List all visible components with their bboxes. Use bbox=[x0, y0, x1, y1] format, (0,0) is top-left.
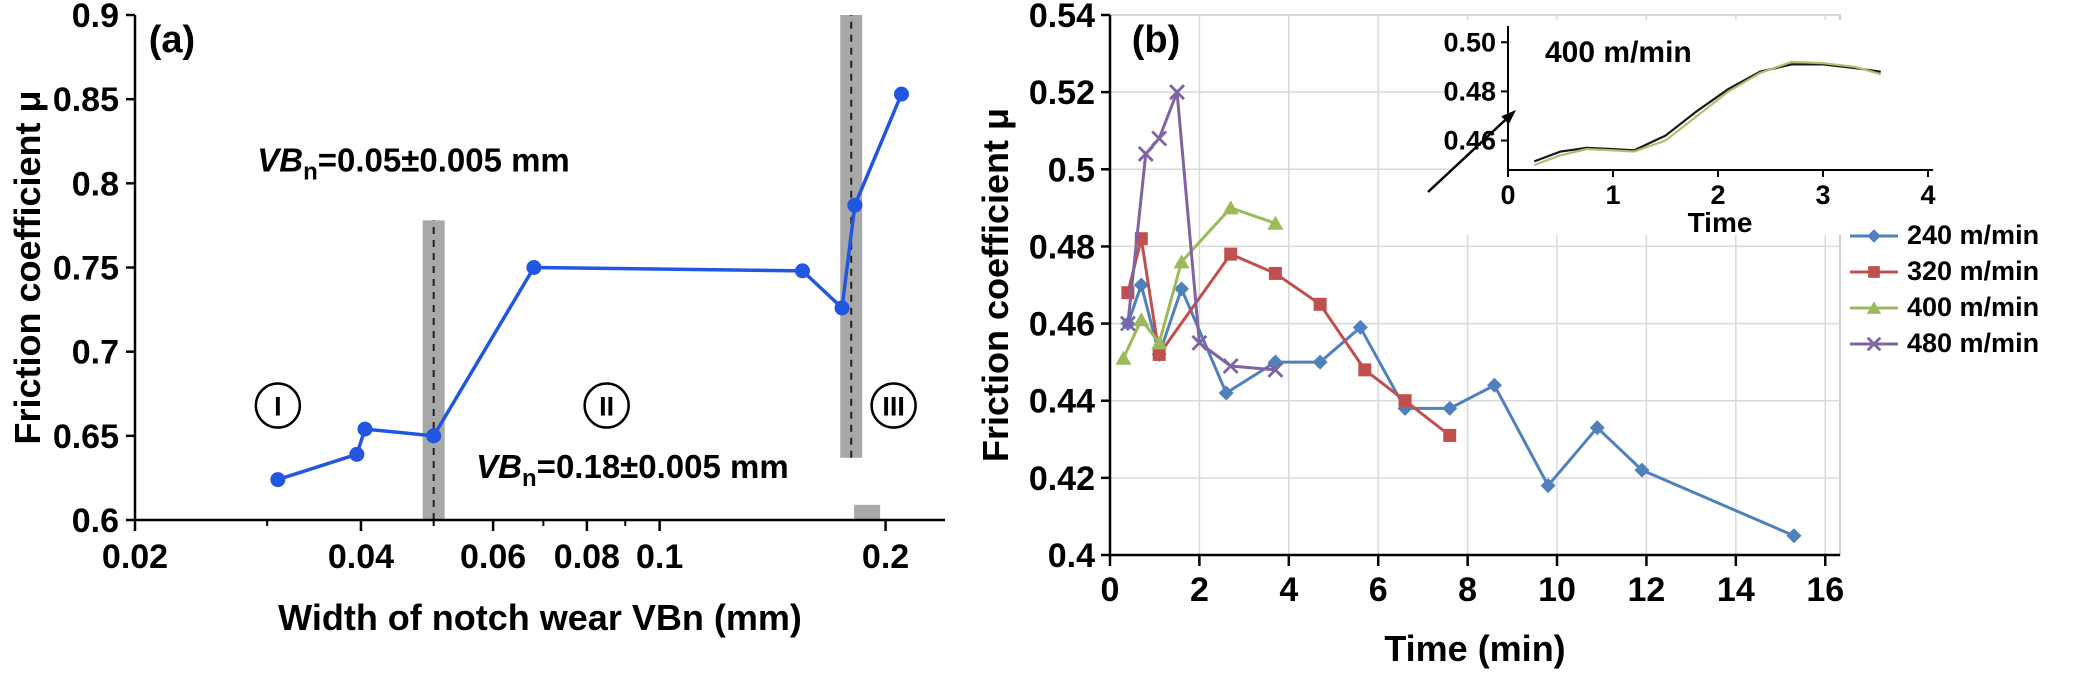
svg-text:VBn=0.18±0.005 mm: VBn=0.18±0.005 mm bbox=[476, 448, 789, 492]
svg-text:3: 3 bbox=[1815, 180, 1830, 210]
svg-text:0: 0 bbox=[1101, 571, 1120, 609]
svg-text:0.50: 0.50 bbox=[1443, 27, 1496, 57]
svg-text:0.1: 0.1 bbox=[636, 538, 683, 576]
svg-text:2: 2 bbox=[1710, 180, 1725, 210]
svg-text:8: 8 bbox=[1458, 571, 1477, 609]
svg-text:0.44: 0.44 bbox=[1029, 383, 1095, 421]
svg-text:0.75: 0.75 bbox=[53, 250, 119, 288]
svg-text:0.4: 0.4 bbox=[1048, 537, 1095, 575]
svg-text:4: 4 bbox=[1920, 180, 1935, 210]
svg-text:0.06: 0.06 bbox=[460, 538, 526, 576]
svg-text:0.48: 0.48 bbox=[1029, 228, 1095, 266]
legend-label-400: 400 m/min bbox=[1907, 292, 2040, 322]
svg-text:0.7: 0.7 bbox=[72, 334, 119, 372]
svg-text:0.65: 0.65 bbox=[53, 418, 119, 456]
legend-triangle-marker-icon bbox=[1850, 300, 1898, 314]
svg-text:I: I bbox=[274, 392, 282, 422]
svg-text:Time: Time bbox=[1688, 207, 1753, 238]
legend-diamond-marker-icon bbox=[1850, 228, 1898, 243]
svg-text:0.85: 0.85 bbox=[53, 81, 119, 119]
svg-text:III: III bbox=[882, 392, 905, 422]
svg-text:12: 12 bbox=[1628, 571, 1666, 609]
svg-text:0.42: 0.42 bbox=[1029, 460, 1095, 498]
svg-text:(a): (a) bbox=[149, 19, 195, 61]
legend-label-480: 480 m/min bbox=[1907, 328, 2040, 358]
panel-a: 0.6 0.65 0.7 0.75 0.8 0.85 0.9 0.02 0.04 0.06 0.08… bbox=[0, 0, 960, 692]
legend-item-400: 400 m/min bbox=[1848, 292, 2039, 323]
svg-text:0.08: 0.08 bbox=[554, 538, 620, 576]
panel-b: 0.4 0.42 0.44 0.46 0.48 0.5 0.52 0.54 0 2 4 6 8 10 12 1… bbox=[960, 0, 2100, 692]
svg-text:14: 14 bbox=[1717, 571, 1755, 609]
panel-b-chart: 0.40.420.440.460.480.50.520.540 2 4 6 8 10 12 1… bbox=[975, 0, 1950, 669]
svg-text:0.2: 0.2 bbox=[862, 538, 909, 576]
svg-text:Friction coefficient μ: Friction coefficient μ bbox=[975, 108, 1016, 462]
legend-item-240: 240 m/min bbox=[1848, 220, 2039, 251]
legend: 240 m/min 320 m/min 400 m/min 480 m/min bbox=[1848, 220, 2039, 359]
legend-item-480: 480 m/min bbox=[1848, 328, 2039, 359]
panel-a-chart: 0.6 0.65 0.7 0.75 0.8 0.85 0.9 0.02 0.04 0.06 0.08… bbox=[7, 0, 945, 638]
svg-text:10: 10 bbox=[1538, 571, 1576, 609]
legend-square-marker-icon bbox=[1850, 265, 1898, 278]
svg-text:0.52: 0.52 bbox=[1029, 74, 1095, 112]
svg-text:0.54: 0.54 bbox=[1029, 0, 1095, 35]
legend-label-240: 240 m/min bbox=[1907, 220, 2040, 250]
svg-text:0.8: 0.8 bbox=[72, 165, 119, 203]
svg-text:0.5: 0.5 bbox=[1048, 151, 1095, 189]
svg-text:Friction coefficient μ: Friction coefficient μ bbox=[7, 90, 48, 444]
legend-x-marker-icon bbox=[1850, 336, 1898, 351]
svg-text:0.6: 0.6 bbox=[72, 502, 119, 540]
legend-label-320: 320 m/min bbox=[1907, 256, 2040, 286]
svg-text:II: II bbox=[599, 392, 614, 422]
svg-text:Time (min): Time (min) bbox=[1384, 628, 1565, 669]
svg-text:2: 2 bbox=[1190, 571, 1209, 609]
svg-text:Width of notch wear VBn (mm): Width of notch wear VBn (mm) bbox=[278, 597, 802, 638]
svg-text:6: 6 bbox=[1369, 571, 1388, 609]
svg-text:16: 16 bbox=[1806, 571, 1844, 609]
svg-text:0.9: 0.9 bbox=[72, 0, 119, 35]
svg-text:0.46: 0.46 bbox=[1443, 126, 1496, 156]
svg-text:400 m/min: 400 m/min bbox=[1545, 36, 1692, 69]
svg-text:0.48: 0.48 bbox=[1443, 76, 1496, 106]
svg-text:1: 1 bbox=[1605, 180, 1620, 210]
svg-text:(b): (b) bbox=[1132, 19, 1181, 61]
svg-text:4: 4 bbox=[1279, 571, 1298, 609]
legend-item-320: 320 m/min bbox=[1848, 256, 2039, 287]
svg-text:VBn=0.05±0.005 mm: VBn=0.05±0.005 mm bbox=[257, 142, 570, 186]
svg-text:0.04: 0.04 bbox=[328, 538, 394, 576]
svg-text:0: 0 bbox=[1500, 180, 1515, 210]
svg-text:0.02: 0.02 bbox=[102, 538, 168, 576]
svg-text:0.46: 0.46 bbox=[1029, 306, 1095, 344]
